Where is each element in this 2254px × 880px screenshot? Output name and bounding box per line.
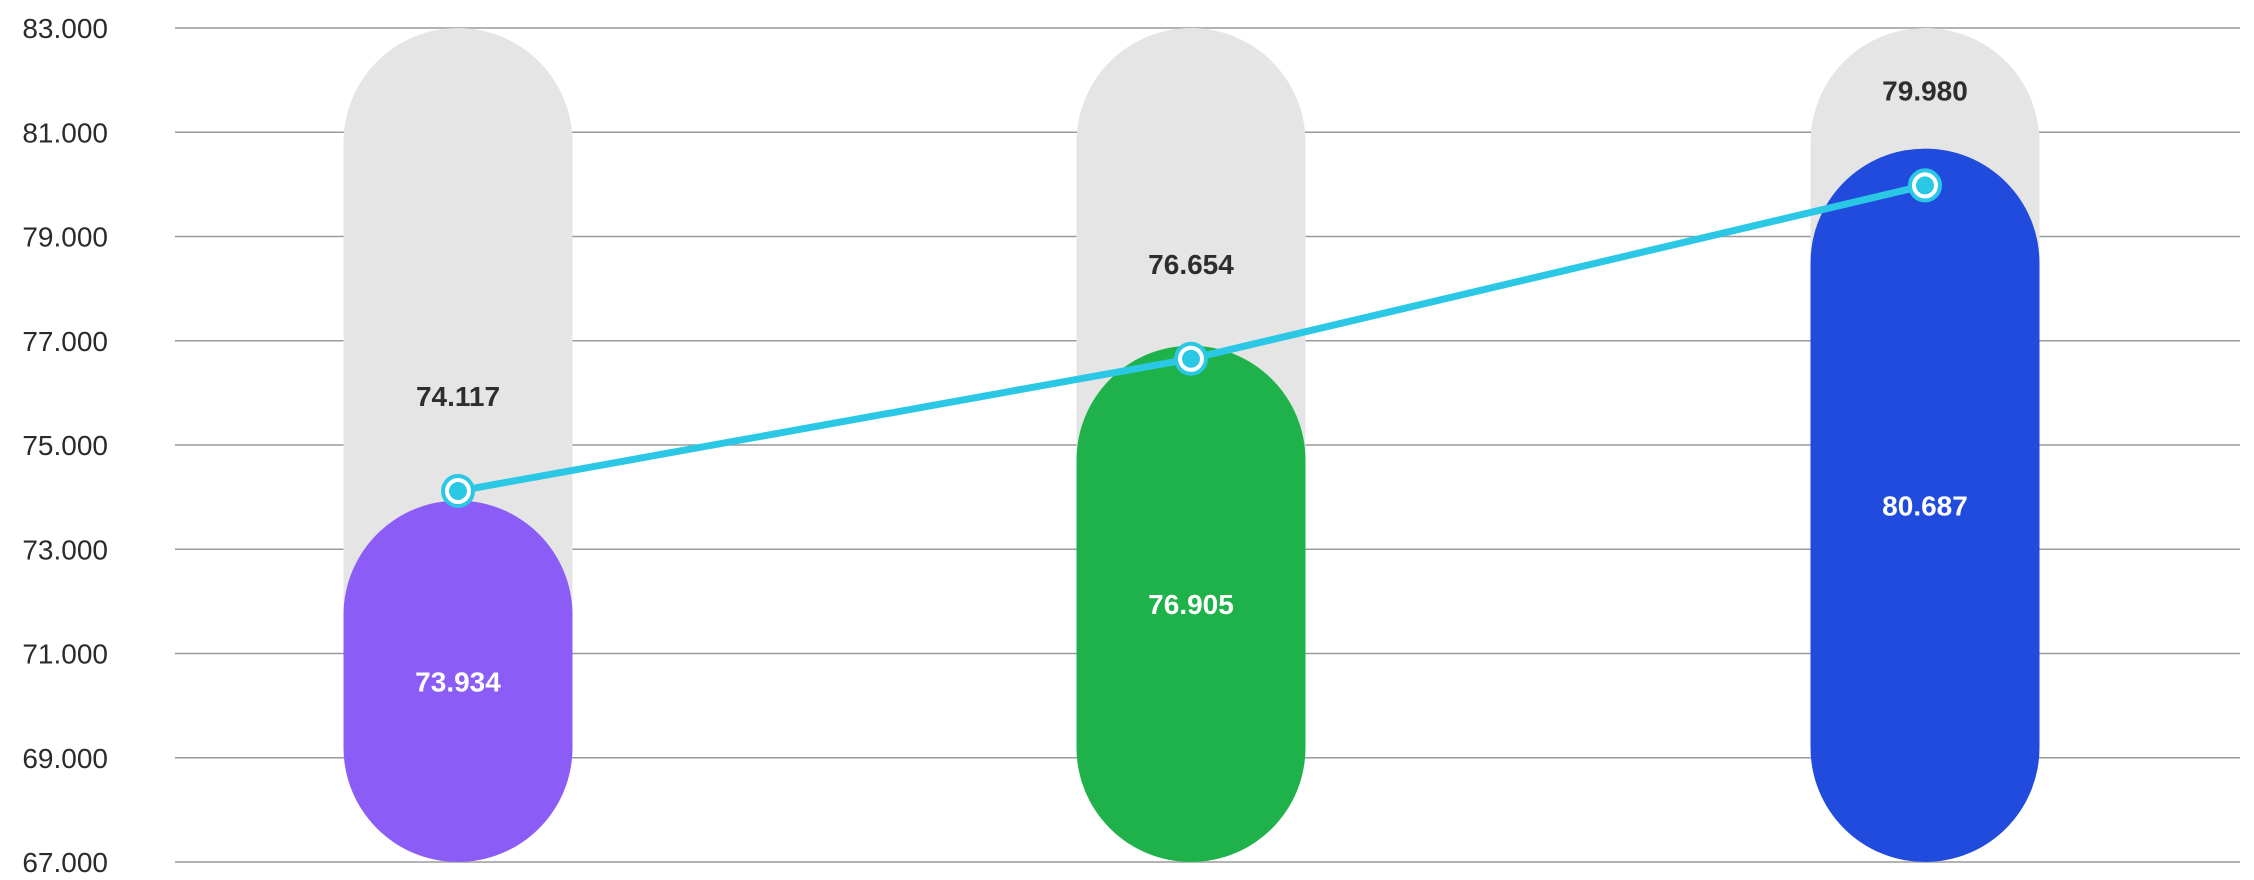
y-tick-label: 79.000 xyxy=(22,222,108,253)
line-point-center xyxy=(1182,349,1200,368)
bar xyxy=(1076,345,1306,862)
y-tick-label: 67.000 xyxy=(22,847,108,878)
y-tick-label: 77.000 xyxy=(22,326,108,357)
line-value-labels: 74.117 76.654 79.980 xyxy=(416,75,1968,412)
bars xyxy=(343,148,2040,862)
y-tick-label: 71.000 xyxy=(22,639,108,670)
y-tick-label: 81.000 xyxy=(22,117,108,148)
y-tick-label: 73.000 xyxy=(22,534,108,565)
line-value-label: 76.654 xyxy=(1148,249,1234,280)
bar-value-label: 80.687 xyxy=(1882,490,1968,521)
bar-value-label: 76.905 xyxy=(1148,589,1234,620)
bar-value-labels: 73.934 76.905 80.687 xyxy=(415,490,1968,697)
line-point-center xyxy=(1916,176,1934,195)
y-tick-label: 83.000 xyxy=(22,13,108,44)
bar-value-label: 73.934 xyxy=(415,666,501,697)
line-value-label: 79.980 xyxy=(1882,75,1968,106)
bar xyxy=(343,500,573,862)
line-value-label: 74.117 xyxy=(416,381,500,412)
bar xyxy=(1810,148,2040,862)
y-tick-label: 69.000 xyxy=(22,743,108,774)
y-axis-tick-labels: 67.000 69.000 71.000 73.000 75.000 77.000 79.0… xyxy=(22,13,108,878)
line-point-center xyxy=(449,482,467,501)
line-series xyxy=(441,168,1942,509)
y-tick-label: 75.000 xyxy=(22,430,108,461)
